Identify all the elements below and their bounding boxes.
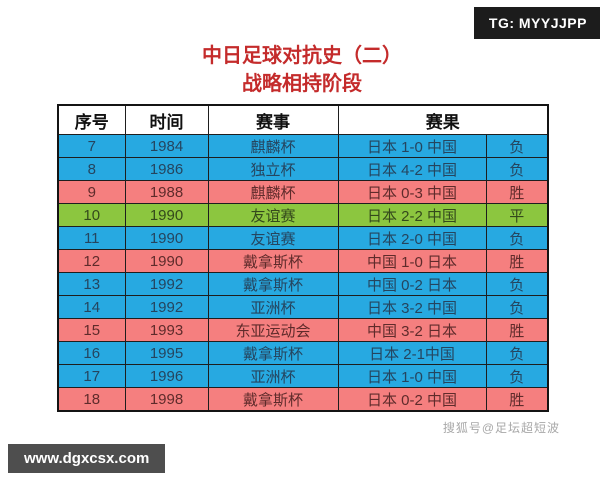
match-year: 1986: [124, 157, 209, 181]
table-header: 序号 时间 赛事 赛果: [57, 104, 549, 135]
match-result: 胜: [485, 180, 549, 204]
match-result: 胜: [485, 387, 549, 412]
match-row-13: 13 1992 戴拿斯杯 中国 0-2 日本负: [57, 272, 549, 296]
tg-badge: TG: MYYJJPP: [473, 7, 600, 39]
match-score: 中国 3-2 日本: [337, 318, 487, 342]
table-body: 7 1984 麒麟杯 日本 1-0 中国负 8 1986 独立杯 日本 4-2 中国负 9 198…: [57, 134, 549, 412]
match-result: 负: [485, 364, 549, 388]
match-event: 麒麟杯: [207, 180, 339, 204]
match-number: 9: [57, 180, 126, 204]
match-score: 日本 2-2 中国: [337, 203, 487, 227]
match-number: 18: [57, 387, 126, 412]
match-year: 1992: [124, 272, 209, 296]
match-number: 8: [57, 157, 126, 181]
match-event: 友谊赛: [207, 203, 339, 227]
match-row-7: 7 1984 麒麟杯 日本 1-0 中国负: [57, 134, 549, 158]
match-number: 15: [57, 318, 126, 342]
match-year: 1990: [124, 249, 209, 273]
match-result: 负: [485, 157, 549, 181]
match-result: 负: [485, 295, 549, 319]
match-event: 独立杯: [207, 157, 339, 181]
match-number: 13: [57, 272, 126, 296]
column-header-1: 序号: [57, 104, 126, 135]
match-event: 戴拿斯杯: [207, 387, 339, 412]
match-score: 中国 0-2 日本: [337, 272, 487, 296]
match-event: 亚洲杯: [207, 364, 339, 388]
match-number: 16: [57, 341, 126, 365]
match-row-11: 11 1990 友谊赛 日本 2-0 中国负: [57, 226, 549, 250]
match-score: 日本 0-3 中国: [337, 180, 487, 204]
match-score: 日本 2-1中国: [337, 341, 487, 365]
match-year: 1995: [124, 341, 209, 365]
title-line-2: 战略相持阶段: [242, 73, 362, 95]
match-number: 14: [57, 295, 126, 319]
match-row-9: 9 1988 麒麟杯 日本 0-3 中国胜: [57, 180, 549, 204]
match-row-17: 17 1996 亚洲杯 日本 1-0 中国负: [57, 364, 549, 388]
site-badge: www.dgxcsx.com: [8, 444, 166, 473]
match-history-table: 序号 时间 赛事 赛果 7 1984 麒麟杯 日本 1-0 中国负 8 1986 独立杯 日本 4-…: [57, 104, 549, 412]
match-year: 1998: [124, 387, 209, 412]
match-event: 亚洲杯: [207, 295, 339, 319]
match-score: 日本 1-0 中国: [337, 364, 487, 388]
match-result: 平: [485, 203, 549, 227]
match-result: 胜: [485, 318, 549, 342]
header-row: 序号 时间 赛事 赛果: [57, 104, 549, 135]
match-number: 7: [57, 134, 126, 158]
column-header-4: 赛果: [337, 104, 549, 135]
match-number: 10: [57, 203, 126, 227]
match-result: 负: [485, 226, 549, 250]
match-score: 日本 3-2 中国: [337, 295, 487, 319]
column-header-2: 时间: [124, 104, 209, 135]
match-number: 11: [57, 226, 126, 250]
match-year: 1990: [124, 203, 209, 227]
match-event: 东亚运动会: [207, 318, 339, 342]
match-row-12: 12 1990 戴拿斯杯 中国 1-0 日本胜: [57, 249, 549, 273]
match-row-8: 8 1986 独立杯 日本 4-2 中国负: [57, 157, 549, 181]
watermark: 搜狐号@足坛超短波: [442, 421, 560, 435]
match-score: 中国 1-0 日本: [337, 249, 487, 273]
match-result: 负: [485, 341, 549, 365]
match-score: 日本 4-2 中国: [337, 157, 487, 181]
match-event: 戴拿斯杯: [207, 341, 339, 365]
match-score: 日本 0-2 中国: [337, 387, 487, 412]
match-row-14: 14 1992 亚洲杯 日本 3-2 中国负: [57, 295, 549, 319]
match-result: 胜: [485, 249, 549, 273]
match-row-15: 15 1993 东亚运动会 中国 3-2 日本胜: [57, 318, 549, 342]
match-number: 12: [57, 249, 126, 273]
match-event: 戴拿斯杯: [207, 249, 339, 273]
page-title: 中日足球对抗史（二） 战略相持阶段: [57, 42, 547, 98]
title-line-1: 中日足球对抗史（二）: [202, 45, 402, 67]
match-row-10: 10 1990 友谊赛 日本 2-2 中国平: [57, 203, 549, 227]
match-event: 友谊赛: [207, 226, 339, 250]
match-year: 1996: [124, 364, 209, 388]
column-header-3: 赛事: [207, 104, 339, 135]
match-year: 1984: [124, 134, 209, 158]
match-row-18: 18 1998 戴拿斯杯 日本 0-2 中国胜: [57, 387, 549, 412]
match-year: 1992: [124, 295, 209, 319]
match-year: 1993: [124, 318, 209, 342]
match-score: 日本 1-0 中国: [337, 134, 487, 158]
match-year: 1988: [124, 180, 209, 204]
match-event: 戴拿斯杯: [207, 272, 339, 296]
match-result: 负: [485, 272, 549, 296]
match-year: 1990: [124, 226, 209, 250]
match-row-16: 16 1995 戴拿斯杯 日本 2-1中国负: [57, 341, 549, 365]
match-number: 17: [57, 364, 126, 388]
match-result: 负: [485, 134, 549, 158]
match-event: 麒麟杯: [207, 134, 339, 158]
match-score: 日本 2-0 中国: [337, 226, 487, 250]
